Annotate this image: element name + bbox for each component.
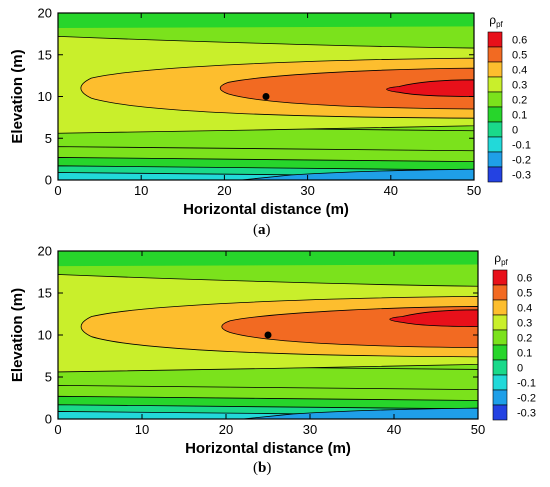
colorbar: ρpf 0.6 0.5 0.4 0.3 0.2 0.1 0 -0.1 -0.2 -0.3	[492, 251, 536, 421]
x-tick-label: 0	[54, 422, 61, 437]
colorbar-label: 0.1	[512, 110, 527, 122]
colorbar-label: 0	[517, 363, 523, 375]
x-tick-label: 40	[387, 422, 401, 437]
colorbar-label: 0.4	[517, 303, 532, 315]
colorbar-swatch	[492, 344, 508, 361]
colorbar-swatch	[487, 46, 503, 63]
y-tick-label: 15	[38, 286, 52, 301]
contour-band-0.6	[386, 79, 474, 97]
x-tick-label: 10	[134, 183, 148, 198]
colorbar-swatch	[492, 389, 508, 406]
x-axis-title: Horizontal distance (m)	[183, 201, 349, 218]
colorbar-swatch	[487, 151, 503, 168]
colorbar-swatch	[487, 61, 503, 78]
colorbar-swatch	[492, 314, 508, 331]
colorbar-swatch	[492, 404, 508, 421]
colorbar-swatch	[487, 166, 503, 183]
colorbar-swatch	[492, 284, 508, 301]
colorbar-swatch	[487, 76, 503, 93]
colorbar: ρpf 0.6 0.5 0.4 0.3 0.2 0.1 0 -0.1 -0.2 -0.3	[487, 13, 531, 183]
y-tick-label: 10	[38, 89, 52, 104]
colorbar-label: 0.3	[517, 318, 532, 330]
contour-band-0.1-top	[58, 251, 478, 267]
colorbar-label: -0.1	[512, 140, 531, 152]
colorbar-swatch	[492, 329, 508, 346]
y-tick-label: 15	[38, 47, 52, 62]
x-tick-label: 30	[303, 422, 317, 437]
colorbar-label: -0.2	[512, 155, 531, 167]
x-tick-label: 50	[471, 422, 485, 437]
x-tick-label: 40	[384, 183, 398, 198]
y-tick-label: 10	[38, 328, 52, 343]
y-tick-label: 0	[45, 173, 52, 188]
y-axis-title: Elevation (m)	[9, 49, 26, 143]
colorbar-label: 0.5	[512, 50, 527, 62]
colorbar-swatch	[492, 359, 508, 376]
colorbar-label: 0.5	[517, 288, 532, 300]
y-tick-label: 20	[38, 6, 52, 21]
contour-band-0.5	[219, 67, 474, 110]
colorbar-swatch	[492, 269, 508, 286]
contour-panel-b: 0 10 20 30 40 50 0 5 10 15 20 Horizontal distance (…	[9, 244, 536, 458]
colorbar-swatch	[487, 136, 503, 153]
colorbar-swatch	[487, 121, 503, 138]
colorbar-swatch	[487, 31, 503, 48]
contour-band-neg-0.2	[241, 168, 474, 180]
colorbar-swatch	[487, 91, 503, 108]
y-tick-label: 5	[45, 370, 52, 385]
x-tick-label: 10	[135, 422, 149, 437]
x-axis-title: Horizontal distance (m)	[185, 440, 351, 457]
x-tick-label: 20	[217, 183, 231, 198]
colorbar-label: -0.1	[517, 378, 536, 390]
colorbar-label: 0.6	[512, 35, 527, 47]
x-tick-label: 50	[467, 183, 481, 198]
x-tick-label: 20	[219, 422, 233, 437]
x-tick-label: 0	[54, 183, 61, 198]
colorbar-label: -0.3	[512, 170, 531, 182]
colorbar-label: -0.3	[517, 408, 536, 420]
colorbar-label: 0.4	[512, 65, 527, 77]
contour-panel-a: 0 10 20 30 40 50 0 5 10 15 20 Horizontal distance (…	[9, 6, 531, 219]
colorbar-swatch	[487, 106, 503, 123]
contour-band-0.1-top	[58, 13, 474, 29]
contour-field	[58, 251, 478, 419]
caption-a: (a)	[253, 222, 271, 238]
contour-band-neg-0.2	[242, 407, 478, 419]
colorbar-label: 0.2	[517, 333, 532, 345]
y-tick-label: 0	[45, 412, 52, 427]
colorbar-swatch	[492, 374, 508, 391]
colorbar-title: ρpf	[494, 251, 508, 267]
caption-b: (b)	[253, 460, 271, 476]
colorbar-label: 0.2	[512, 95, 527, 107]
colorbar-label: 0	[512, 125, 518, 137]
colorbar-swatch	[492, 299, 508, 316]
colorbar-label: 0.6	[517, 273, 532, 285]
marker-point	[264, 331, 272, 339]
colorbar-label: -0.2	[517, 393, 536, 405]
marker-point	[262, 93, 270, 100]
colorbar-label: 0.3	[512, 80, 527, 92]
y-tick-label: 20	[38, 244, 52, 259]
x-tick-label: 30	[300, 183, 314, 198]
y-axis-title: Elevation (m)	[9, 288, 26, 382]
contour-band-0.6	[389, 309, 478, 328]
colorbar-title: ρpf	[489, 13, 503, 29]
y-tick-label: 5	[45, 131, 52, 146]
contour-field	[58, 13, 474, 180]
colorbar-label: 0.1	[517, 348, 532, 360]
